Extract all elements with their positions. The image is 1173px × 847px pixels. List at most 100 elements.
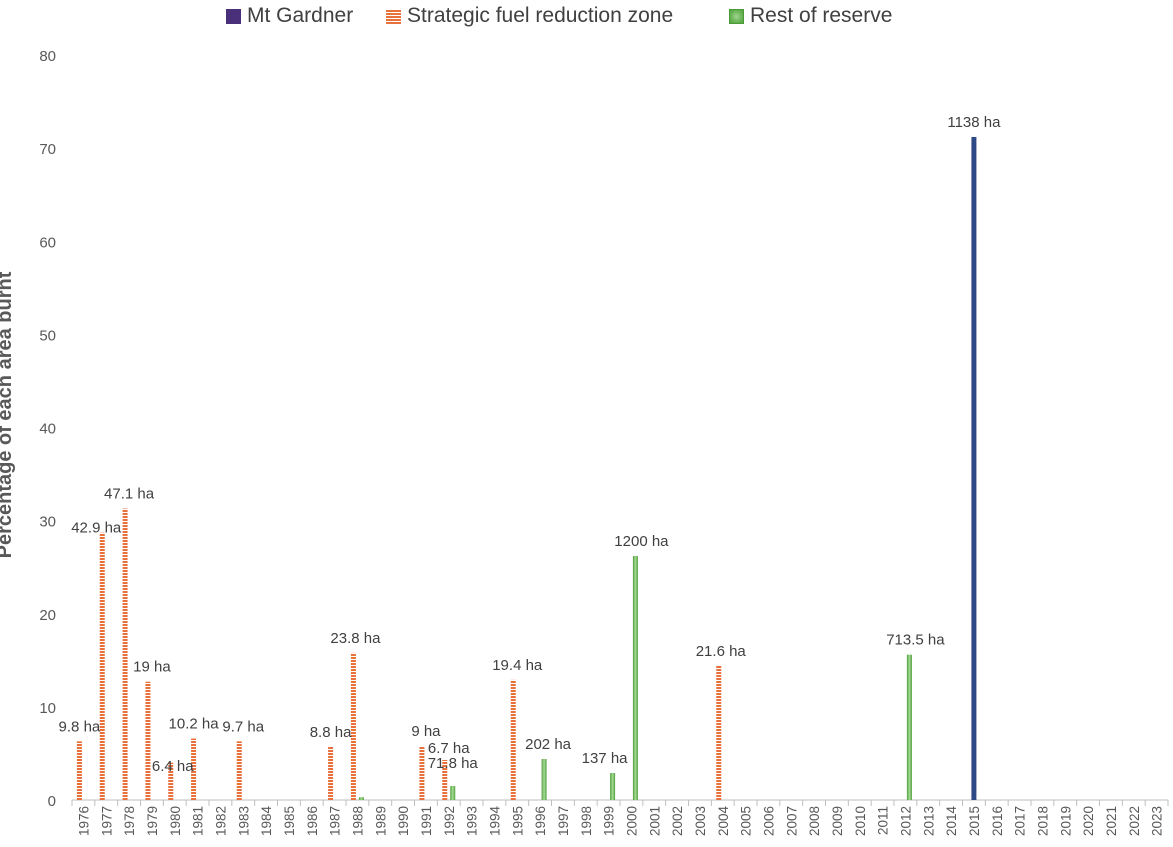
x-tick-label: 1984 xyxy=(259,806,274,837)
bar-strategic-fuel-reduction-zone-1979 xyxy=(145,681,151,800)
bar-strategic-fuel-reduction-zone-1987 xyxy=(328,746,334,800)
data-labels: 9.8 ha 42.9 ha 47.1 ha 19 ha 6.4 ha 10.2 ha 9.… xyxy=(59,114,1002,775)
data-label-strategic-fuel-reduction-zone-1992: 6.7 ha xyxy=(428,740,470,757)
x-tick-label: 2015 xyxy=(967,806,982,836)
y-tick-label: 80 xyxy=(39,48,56,65)
x-tick-label: 1990 xyxy=(396,806,411,836)
data-label-strategic-fuel-reduction-zone-1991: 9 ha xyxy=(411,723,441,740)
y-tick-label: 50 xyxy=(39,327,56,344)
bar-rest-of-reserve-1996 xyxy=(541,759,547,800)
x-tick-label: 2009 xyxy=(830,806,845,836)
legend-item-mt-gardner: Mt Gardner xyxy=(226,4,353,28)
bar-rest-of-reserve-1999 xyxy=(610,772,616,800)
bar-strategic-fuel-reduction-zone-1977 xyxy=(99,532,105,800)
x-tick-label: 1987 xyxy=(328,806,343,836)
x-tick-label: 1994 xyxy=(487,806,502,837)
bar-strategic-fuel-reduction-zone-1992 xyxy=(442,759,448,800)
bar-strategic-fuel-reduction-zone-1978 xyxy=(122,508,128,800)
data-label-strategic-fuel-reduction-zone-1995: 19.4 ha xyxy=(492,657,543,674)
bar-strategic-fuel-reduction-zone-1980 xyxy=(168,762,174,800)
bar-strategic-fuel-reduction-zone-1981 xyxy=(191,738,197,800)
x-tick-label: 2012 xyxy=(898,806,913,836)
x-tick-label: 2010 xyxy=(853,806,868,836)
x-tick-label: 2008 xyxy=(807,806,822,836)
x-tick-label: 2022 xyxy=(1127,806,1142,836)
x-tick-label: 2006 xyxy=(761,806,776,836)
data-label-strategic-fuel-reduction-zone-1987: 8.8 ha xyxy=(310,724,352,741)
x-tick-label: 2020 xyxy=(1081,806,1096,836)
data-label-strategic-fuel-reduction-zone-1983: 9.7 ha xyxy=(222,718,264,735)
x-tick-label: 1979 xyxy=(145,806,160,836)
bar-mt-gardner-2015 xyxy=(971,136,977,800)
data-label-strategic-fuel-reduction-zone-1978: 47.1 ha xyxy=(104,486,155,503)
x-tick-label: 1997 xyxy=(556,806,571,836)
x-tick-label: 2011 xyxy=(876,806,891,835)
x-tick-label: 1999 xyxy=(602,806,617,836)
x-tick-label: 1982 xyxy=(213,806,228,836)
legend-item-strategic-fuel-reduction-zone: Strategic fuel reduction zone xyxy=(386,4,673,28)
x-tick-label: 2017 xyxy=(1013,806,1028,836)
y-tick-label: 20 xyxy=(39,607,56,624)
bar-strategic-fuel-reduction-zone-1983 xyxy=(236,741,242,800)
bar-rest-of-reserve-1988 xyxy=(358,797,364,800)
data-label-strategic-fuel-reduction-zone-2004: 21.6 ha xyxy=(696,643,747,660)
data-label-mt-gardner-2015: 1138 ha xyxy=(947,114,1001,131)
x-tick-label: 1977 xyxy=(99,806,114,836)
data-label-strategic-fuel-reduction-zone-1979: 19 ha xyxy=(133,659,171,676)
x-tick-label: 1985 xyxy=(282,806,297,836)
x-tick-label: 2018 xyxy=(1035,806,1050,836)
data-label-rest-of-reserve-2012: 713.5 ha xyxy=(886,632,945,649)
legend-item-rest-of-reserve: Rest of reserve xyxy=(729,4,892,28)
data-label-strategic-fuel-reduction-zone-1988: 23.8 ha xyxy=(330,630,381,647)
bars xyxy=(76,136,977,800)
y-tick-label: 10 xyxy=(39,700,56,717)
x-tick-label: 1981 xyxy=(191,806,206,836)
x-tick-label: 1978 xyxy=(122,806,137,836)
x-tick-label: 1992 xyxy=(442,806,457,836)
legend-label-strategic-fuel-reduction-zone: Strategic fuel reduction zone xyxy=(407,4,674,27)
chart-legend: Mt Gardner Strategic fuel reduction zone… xyxy=(0,2,1173,28)
bar-strategic-fuel-reduction-zone-2004 xyxy=(716,665,722,800)
x-tick-label: 2005 xyxy=(739,806,754,836)
bar-strategic-fuel-reduction-zone-1976 xyxy=(76,741,82,800)
x-tick-label: 1983 xyxy=(236,806,251,836)
x-tick-label: 1988 xyxy=(350,806,365,836)
x-tick-label: 2001 xyxy=(647,806,662,836)
legend-swatch-mt-gardner xyxy=(226,8,241,24)
x-tick-label: 2016 xyxy=(990,806,1005,836)
x-tick-label: 2023 xyxy=(1150,806,1165,836)
x-tick-label: 2019 xyxy=(1058,806,1073,836)
x-tick-label: 1995 xyxy=(510,806,525,836)
y-tick-label: 30 xyxy=(39,514,56,531)
legend-swatch-rest-of-reserve xyxy=(729,8,744,24)
x-tick-label: 2002 xyxy=(670,806,685,836)
x-tick-label: 1980 xyxy=(168,806,183,836)
data-label-rest-of-reserve-1999: 137 ha xyxy=(582,750,629,767)
y-tick-label: 60 xyxy=(39,234,56,251)
legend-swatch-strategic-fuel-reduction-zone xyxy=(386,8,401,24)
data-label-strategic-fuel-reduction-zone-1981: 10.2 ha xyxy=(169,716,220,733)
data-label-rest-of-reserve-1996: 202 ha xyxy=(525,736,572,753)
data-label-rest-of-reserve-2000: 1200 ha xyxy=(614,533,669,550)
data-label-strategic-fuel-reduction-zone-1976: 9.8 ha xyxy=(59,718,101,735)
bar-strategic-fuel-reduction-zone-1988 xyxy=(350,652,356,800)
x-tick-label: 2007 xyxy=(784,806,799,836)
bar-strategic-fuel-reduction-zone-1991 xyxy=(419,745,425,800)
x-tick-label: 1976 xyxy=(76,806,91,836)
x-tick-label: 1993 xyxy=(465,806,480,836)
legend-label-rest-of-reserve: Rest of reserve xyxy=(750,4,893,27)
x-tick-label: 1998 xyxy=(579,806,594,836)
x-tick-label: 2014 xyxy=(944,806,959,837)
x-tick-label: 1991 xyxy=(419,806,434,836)
data-label-rest-of-reserve-1992: 71.8 ha xyxy=(428,755,479,772)
x-tick-label: 2013 xyxy=(921,806,936,836)
data-label-strategic-fuel-reduction-zone-1980: 6.4 ha xyxy=(152,758,194,775)
legend-label-mt-gardner: Mt Gardner xyxy=(247,4,354,27)
x-tick-label: 2004 xyxy=(716,806,731,837)
x-tick-label: 2021 xyxy=(1104,806,1119,836)
y-axis: 0 10 20 30 40 50 60 70 80 xyxy=(39,48,56,810)
y-tick-label: 70 xyxy=(39,141,56,158)
x-tick-label: 2000 xyxy=(624,806,639,836)
data-label-strategic-fuel-reduction-zone-1977: 42.9 ha xyxy=(71,520,122,537)
